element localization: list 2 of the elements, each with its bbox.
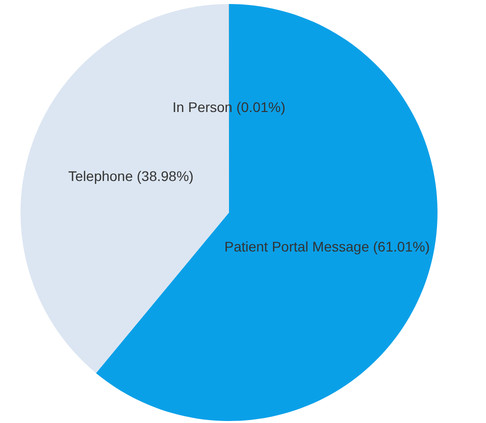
slice-label: Patient Portal Message (61.01%)	[224, 238, 430, 255]
slice-label: Telephone (38.98%)	[68, 168, 194, 184]
